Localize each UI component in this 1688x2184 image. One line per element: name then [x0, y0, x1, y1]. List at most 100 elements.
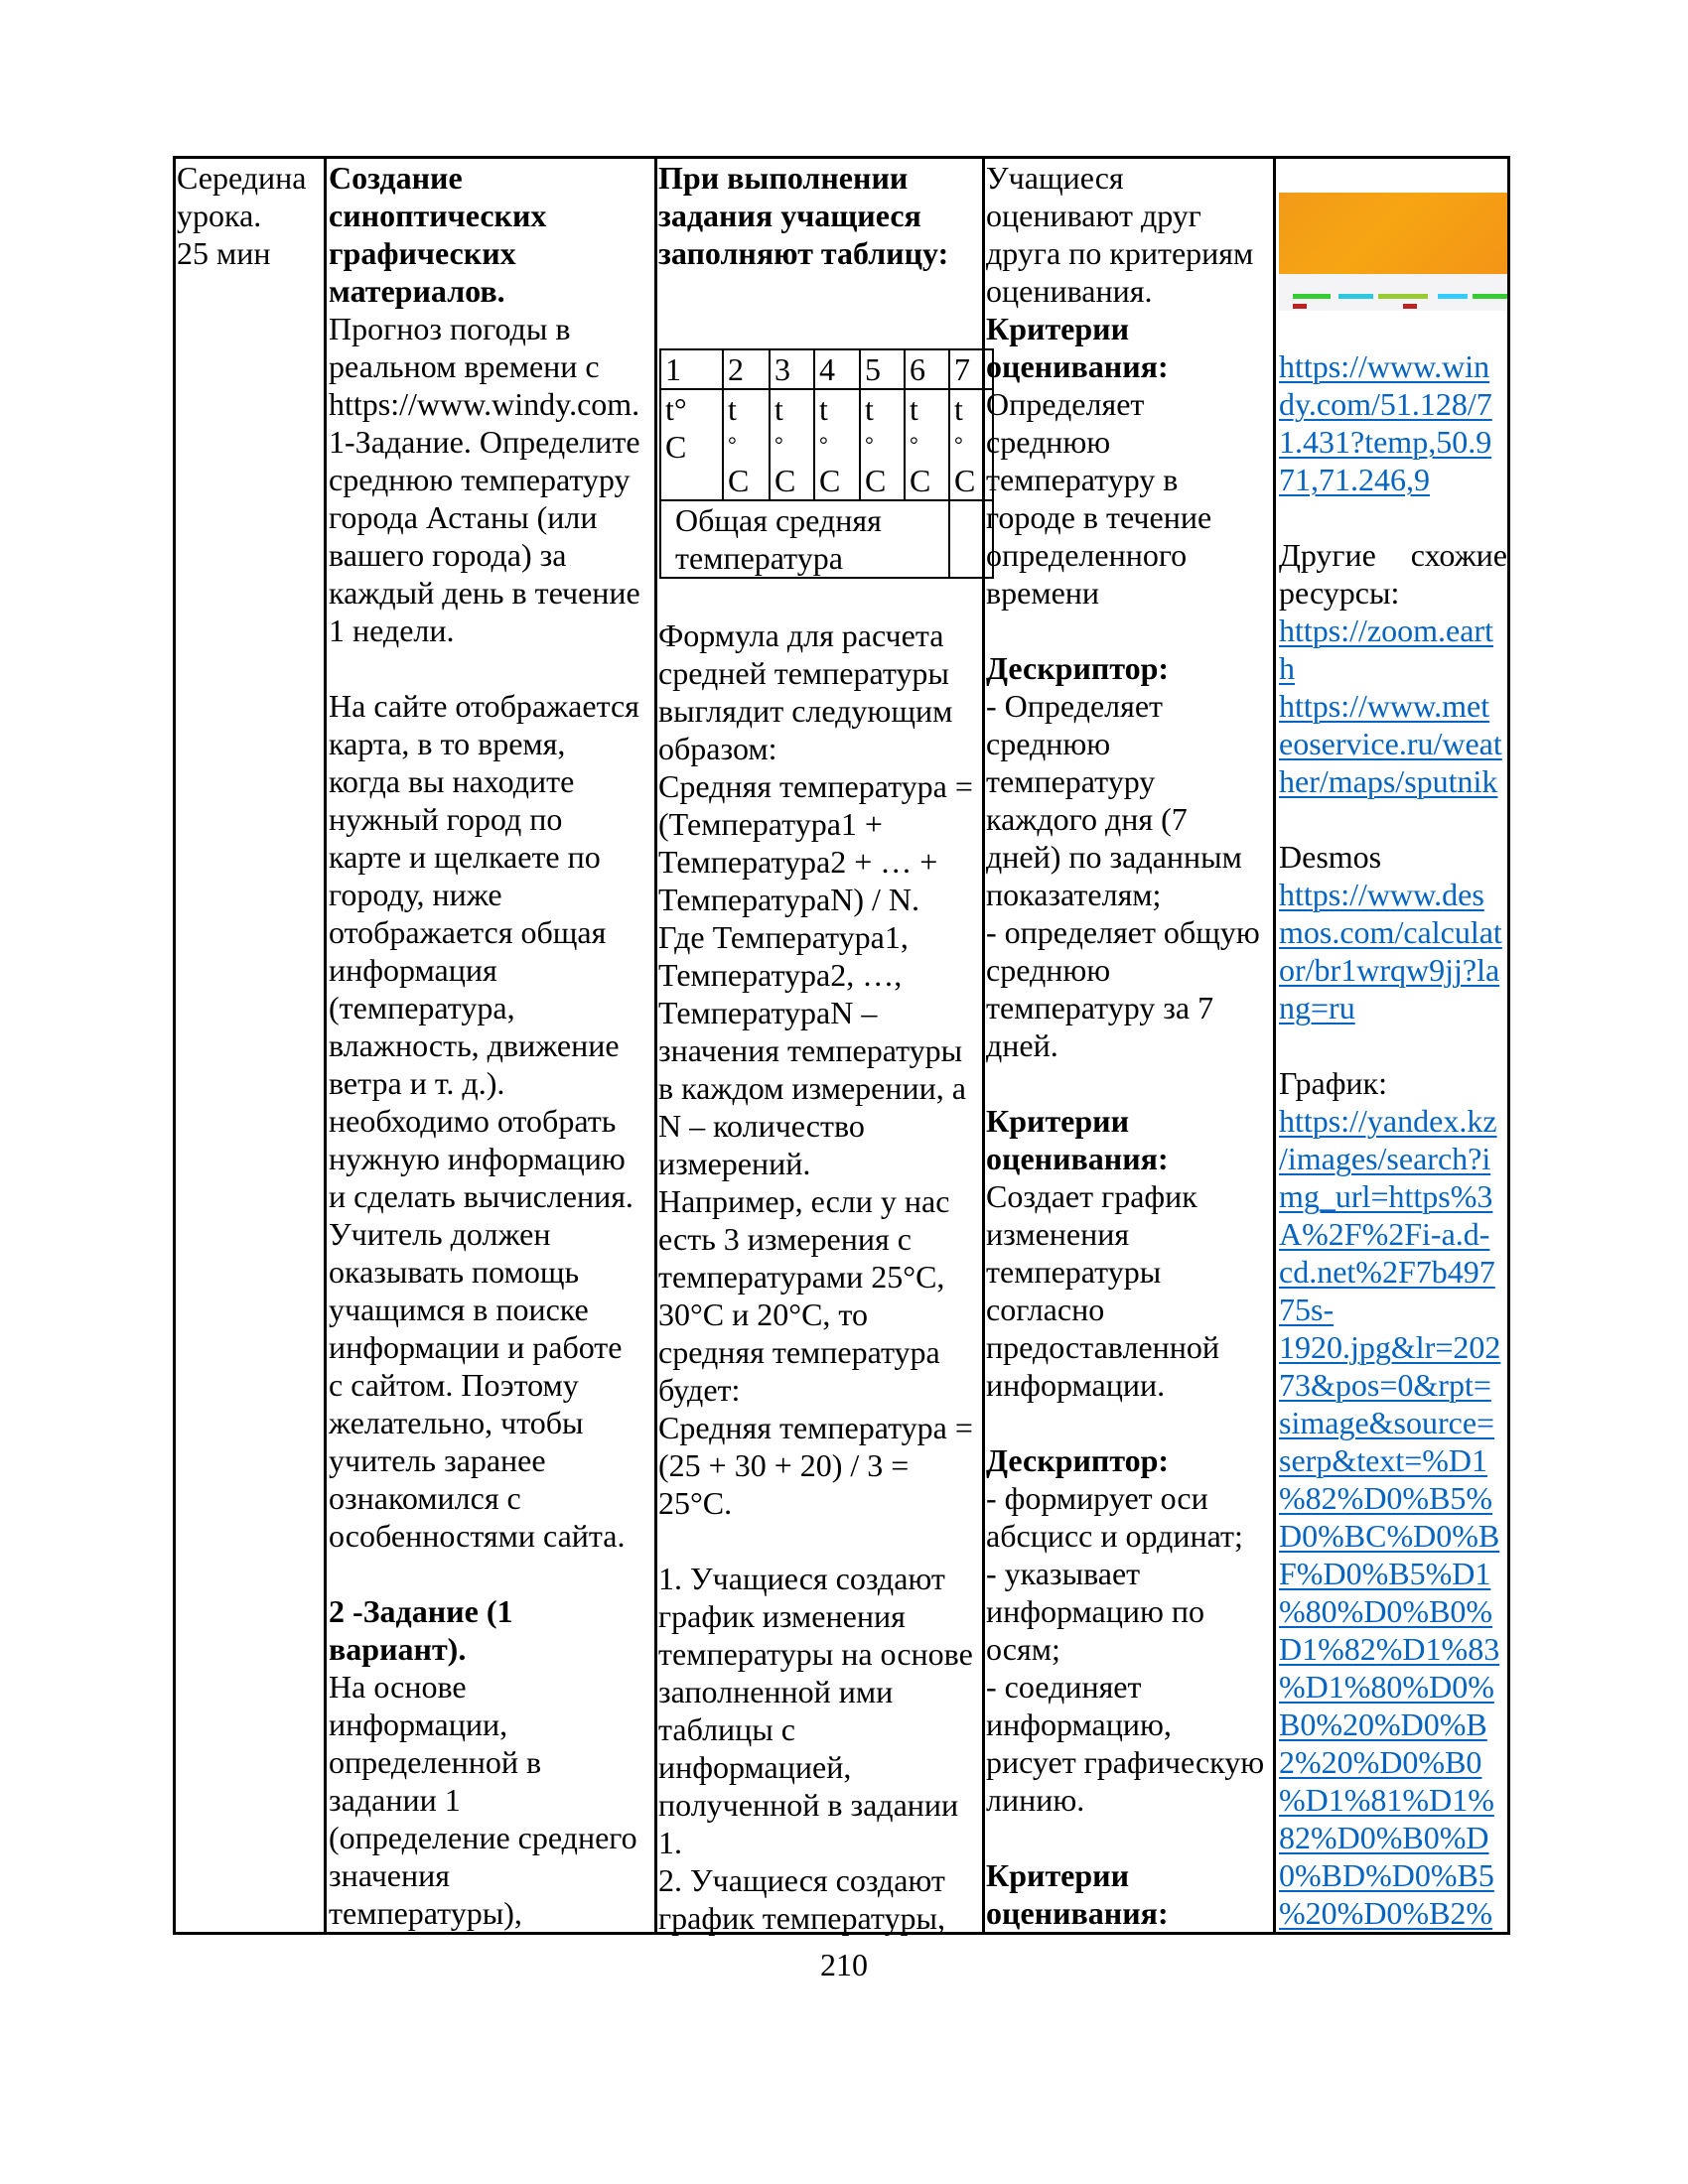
line: ветра и т. д.). [329, 1064, 640, 1102]
resource-link[interactable]: simage&source= [1279, 1405, 1495, 1440]
text-line: времени [986, 575, 1100, 611]
resource-link[interactable]: 73&pos=0&rpt= [1279, 1367, 1491, 1403]
line: 1-Задание. Определите [329, 423, 640, 461]
lesson-plan-table [173, 156, 1510, 1935]
resource-link[interactable]: /images/search?i [1279, 1141, 1491, 1176]
text-line: Прогноз погоды в [329, 311, 571, 346]
line: оценивания. [986, 272, 1264, 310]
line: графических [329, 234, 640, 272]
line: полученной в задании [658, 1786, 973, 1824]
resource-link[interactable]: https://www.win [1279, 348, 1490, 384]
unit-c: C [910, 463, 931, 498]
resource-link[interactable]: 82%D0%B0%D [1279, 1820, 1489, 1855]
resource-link[interactable]: https://zoom.eart [1279, 613, 1493, 648]
line: информацию, [986, 1706, 1264, 1743]
temp-cell-3[interactable]: t ° C [769, 388, 815, 501]
text-line: 1-Задание. Определите [329, 424, 640, 460]
resource-link[interactable]: %D1%80%D0% [1279, 1669, 1494, 1705]
text-line: дней) по заданным [986, 839, 1242, 875]
line: https://www.windy.com. [329, 385, 640, 423]
temp-cell-4[interactable]: t ° C [813, 388, 861, 501]
line: согласно [986, 1291, 1264, 1328]
resource-link[interactable]: dy.com/51.128/7 [1279, 386, 1492, 422]
line: 75s- [1279, 1291, 1507, 1328]
resource-link[interactable]: %80%D0%B0% [1279, 1593, 1493, 1629]
resource-link[interactable]: mos.com/calculat [1279, 914, 1502, 950]
text-line: температуры [986, 1254, 1162, 1290]
text-line: карта, в то время, [329, 726, 566, 761]
resource-link[interactable]: 71,71.246,9 [1279, 462, 1430, 497]
text-line: На сайте отображается [329, 688, 639, 724]
line: B0%20%D0%B [1279, 1706, 1507, 1743]
text-line: реальном времени с [329, 348, 600, 384]
resource-link[interactable]: A%2F%2Fi-a.d- [1279, 1216, 1490, 1252]
text-line: Например, если у нас [658, 1183, 950, 1219]
temp-cell-6[interactable]: t ° C [904, 388, 950, 501]
resource-link[interactable]: %82%D0%B5% [1279, 1480, 1493, 1516]
resource-link[interactable]: D1%82%D1%83 [1279, 1631, 1500, 1667]
temp-cell-1[interactable]: t° C [659, 388, 724, 501]
line: ng=ru [1279, 989, 1507, 1026]
line: Дескриптор: [986, 649, 1264, 687]
resource-link[interactable]: 1920.jpg&lr=202 [1279, 1329, 1501, 1365]
total-average-value[interactable] [948, 499, 994, 579]
line: - определяет общую [986, 913, 1264, 951]
line: температурами 25°C, [658, 1258, 973, 1296]
line: информации и работе [329, 1328, 640, 1366]
resource-link[interactable]: B0%20%D0%B [1279, 1706, 1487, 1742]
resources-cell: https://www.win dy.com/51.128/7 1.431?temp… [1279, 159, 1507, 1932]
resource-link[interactable]: 2%20%D0%B0 [1279, 1744, 1482, 1780]
text-line: предоставленной [986, 1329, 1219, 1365]
resource-link[interactable]: https://www.des [1279, 877, 1484, 912]
resource-link[interactable]: eoservice.ru/weat [1279, 726, 1502, 761]
text-line: температуру [986, 763, 1156, 799]
line: информацию по [986, 1592, 1264, 1630]
resource-link[interactable]: mg_url=https%3 [1279, 1178, 1493, 1214]
total-average-label: Общая средняя температура [659, 499, 950, 579]
text-line: таблицы с [658, 1711, 795, 1747]
line [658, 1522, 973, 1560]
text-line: среднюю [986, 424, 1111, 460]
line: 25 мин [177, 234, 306, 272]
line: предоставленной [986, 1328, 1264, 1366]
temp-cell-7[interactable]: t ° C [948, 388, 994, 501]
line: образом: [658, 730, 973, 767]
line: %80%D0%B0% [1279, 1592, 1507, 1630]
text-line: ТемператураN – [658, 995, 878, 1030]
text-line: https://www.windy.com. [329, 386, 640, 422]
text-line: информацией, [658, 1749, 852, 1785]
temp-cell-5[interactable]: t ° C [859, 388, 906, 501]
resource-link[interactable]: or/br1wrqw9jj?la [1279, 952, 1500, 988]
resource-link[interactable]: %D1%81%D1% [1279, 1782, 1494, 1818]
resource-link[interactable]: %20%D0%B2% [1279, 1895, 1493, 1931]
unit-c: C [954, 463, 976, 498]
text-line: абсцисс и ординат; [986, 1518, 1243, 1554]
line: карта, в то время, [329, 725, 640, 762]
line: дней) по заданным [986, 838, 1264, 876]
line: Desmos [1279, 838, 1507, 876]
line: (температура, [329, 989, 640, 1026]
resource-link[interactable]: serp&text=%D1 [1279, 1442, 1487, 1478]
temp-cell-2[interactable]: t ° C [722, 388, 771, 501]
label-line: температура [675, 540, 843, 576]
resource-link[interactable]: h [1279, 650, 1295, 686]
resource-link[interactable]: 0%BD%D0%B5 [1279, 1857, 1494, 1893]
resource-link[interactable]: F%D0%B5%D1 [1279, 1556, 1491, 1591]
resource-link[interactable]: 1.431?temp,50.9 [1279, 424, 1492, 460]
resource-link[interactable]: her/maps/sputnik [1279, 763, 1498, 799]
line: %D1%81%D1% [1279, 1781, 1507, 1819]
text-line: Где Температура1, [658, 919, 909, 955]
resource-link[interactable]: https://yandex.kz [1279, 1103, 1497, 1139]
activity-cell: Создание синоптических графических материал… [329, 159, 640, 1932]
resource-link[interactable]: 75s- [1279, 1292, 1335, 1327]
line: абсцисс и ординат; [986, 1517, 1264, 1555]
stage-cell: Середина урока. 25 мин [177, 159, 306, 272]
text-line: - формирует оси [986, 1480, 1208, 1516]
line [986, 1819, 1264, 1856]
line: желательно, чтобы [329, 1404, 640, 1441]
heading-text: Критерии [986, 1857, 1130, 1893]
resource-link[interactable]: ng=ru [1279, 990, 1355, 1025]
resource-link[interactable]: https://www.met [1279, 688, 1490, 724]
resource-link[interactable]: D0%BC%D0%B [1279, 1518, 1500, 1554]
resource-link[interactable]: cd.net%2F7b497 [1279, 1254, 1495, 1290]
